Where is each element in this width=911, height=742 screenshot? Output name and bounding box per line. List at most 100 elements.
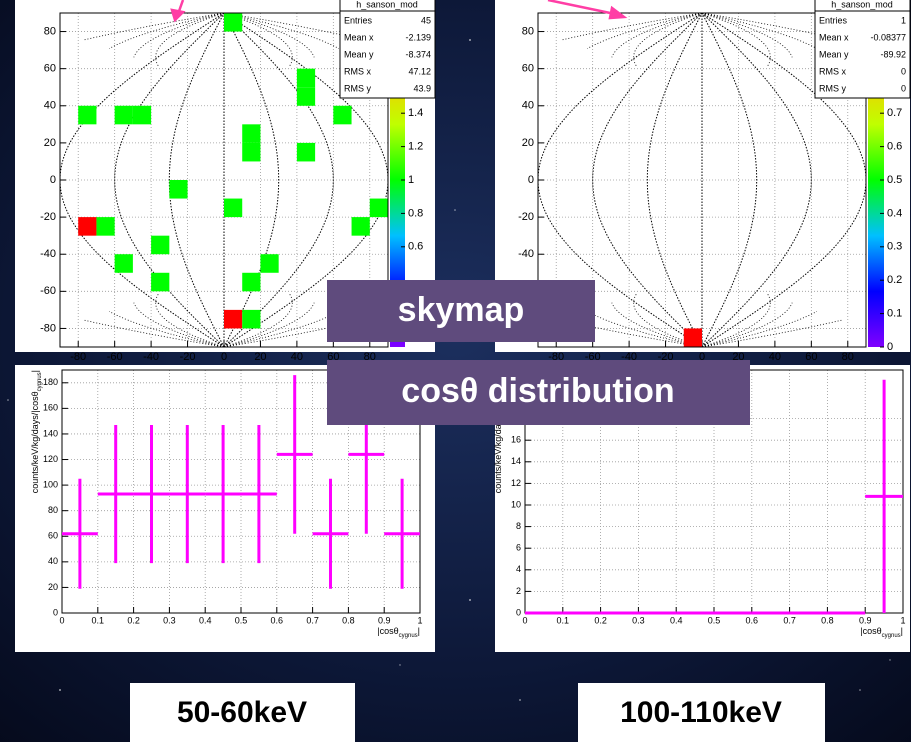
- x-tick-label: 0.2: [594, 615, 607, 625]
- heat-cell: [242, 309, 261, 329]
- y-tick-label: 10: [511, 499, 521, 509]
- axis-label-part: |: [901, 626, 903, 636]
- plot-frame: [59, 12, 389, 348]
- heat-cell: [333, 105, 352, 125]
- stats-value: 45: [421, 15, 431, 25]
- stats-value: -0.08377: [870, 32, 906, 42]
- y-tick-label: -40: [40, 248, 56, 260]
- x-tick-label: 0.5: [708, 615, 721, 625]
- heat-cell: [242, 124, 261, 143]
- axis-label: |cosθcygnus|: [860, 626, 903, 638]
- stats-name: Mean x: [819, 32, 849, 42]
- axis-label-part: cygnus: [37, 372, 43, 391]
- meridian: [537, 12, 703, 348]
- x-tick-label: 40: [769, 351, 781, 363]
- stats-value: 47.12: [408, 66, 431, 76]
- x-tick-label: -40: [621, 351, 637, 363]
- y-tick-label: 180: [43, 377, 58, 387]
- parallel-line: [109, 12, 225, 49]
- arrows: [170, 0, 628, 23]
- y-tick-label: -20: [40, 211, 56, 223]
- x-tick-label: 80: [364, 351, 376, 363]
- heat-cell: [683, 328, 702, 347]
- x-tick-label: 0.4: [670, 615, 683, 625]
- y-tick-label: -60: [40, 285, 56, 297]
- x-tick-label: 0.9: [859, 615, 872, 625]
- meridian: [701, 12, 867, 348]
- y-tick-label: -20: [518, 211, 534, 223]
- arrow-head: [608, 5, 628, 20]
- z-tick-label: 0.5: [887, 174, 902, 186]
- x-tick-label: 0.6: [271, 615, 284, 625]
- parallel-line: [633, 12, 703, 67]
- x-tick-label: -20: [658, 351, 674, 363]
- meridian: [223, 12, 280, 348]
- y-tick-label: 60: [48, 531, 58, 541]
- stats-name: Mean y: [344, 49, 374, 59]
- x-tick-label: 0.9: [378, 615, 391, 625]
- heat-cell: [114, 105, 133, 125]
- stats-value: -2.139: [405, 32, 431, 42]
- stats-box: [814, 0, 911, 99]
- arrow-head: [170, 8, 186, 23]
- heat-cell: [224, 13, 243, 32]
- parallel-line: [223, 293, 293, 348]
- axis-label: counts/keV/kg/days/|cosθcygnus|: [30, 370, 42, 493]
- stats-value: -89.92: [880, 49, 906, 59]
- energy-box: [130, 683, 355, 742]
- y-tick-label: 0: [53, 607, 58, 617]
- label-box: [327, 280, 595, 342]
- stars: [7, 39, 891, 701]
- x-tick-label: -20: [180, 351, 196, 363]
- heat-cell: [169, 180, 188, 199]
- x-tick-label: -60: [585, 351, 601, 363]
- x-tick-label: 0.5: [235, 615, 248, 625]
- heat-cell: [96, 217, 115, 236]
- stats-name: RMS y: [819, 83, 847, 93]
- y-tick-label: 0: [528, 174, 534, 186]
- x-tick-label: 0.7: [306, 615, 319, 625]
- x-tick-label: -80: [548, 351, 564, 363]
- heat-cell: [242, 272, 261, 292]
- parallel-line: [633, 293, 703, 348]
- y-tick-label: 2: [516, 586, 521, 596]
- z-tick-label: 0.6: [408, 241, 423, 253]
- heat-cell: [260, 254, 279, 273]
- meridian: [701, 12, 758, 348]
- x-tick-label: 20: [732, 351, 744, 363]
- stats-value: 43.9: [413, 83, 431, 93]
- x-tick-label: 0.2: [127, 615, 140, 625]
- arrow: [547, 0, 616, 16]
- axis-label-part: counts/keV/kg/days/|cosθ: [30, 391, 40, 493]
- stats-name: Mean x: [344, 32, 374, 42]
- axis-label-part: |cosθ: [860, 626, 881, 636]
- y-tick-label: 140: [43, 428, 58, 438]
- stats-value: 0: [901, 66, 906, 76]
- x-tick-label: 0.3: [632, 615, 645, 625]
- stats-value: -8.374: [405, 49, 431, 59]
- x-tick-label: 60: [327, 351, 339, 363]
- cos-label: cosθ distribution: [401, 372, 674, 410]
- meridian: [646, 12, 703, 348]
- y-tick-label: 16: [511, 435, 521, 445]
- x-tick-label: -40: [143, 351, 159, 363]
- y-tick-label: 80: [44, 25, 56, 37]
- energy-label: 100-110keV: [620, 696, 782, 729]
- x-tick-label: 0.6: [746, 615, 759, 625]
- heat-cell: [78, 105, 97, 125]
- x-tick-label: 0.8: [342, 615, 355, 625]
- parallel-line: [223, 12, 339, 49]
- y-tick-label: 0: [516, 607, 521, 617]
- z-tick-label: 0.8: [408, 207, 423, 219]
- heat-cell: [224, 198, 243, 218]
- x-tick-label: 0.1: [557, 615, 570, 625]
- stats-name: Mean y: [819, 49, 849, 59]
- meridian: [223, 12, 334, 348]
- y-tick-label: 20: [48, 582, 58, 592]
- parallel-line: [587, 12, 703, 49]
- energy-label: 50-60keV: [177, 696, 307, 729]
- y-tick-label: 40: [44, 100, 56, 112]
- y-tick-label: 4: [516, 564, 521, 574]
